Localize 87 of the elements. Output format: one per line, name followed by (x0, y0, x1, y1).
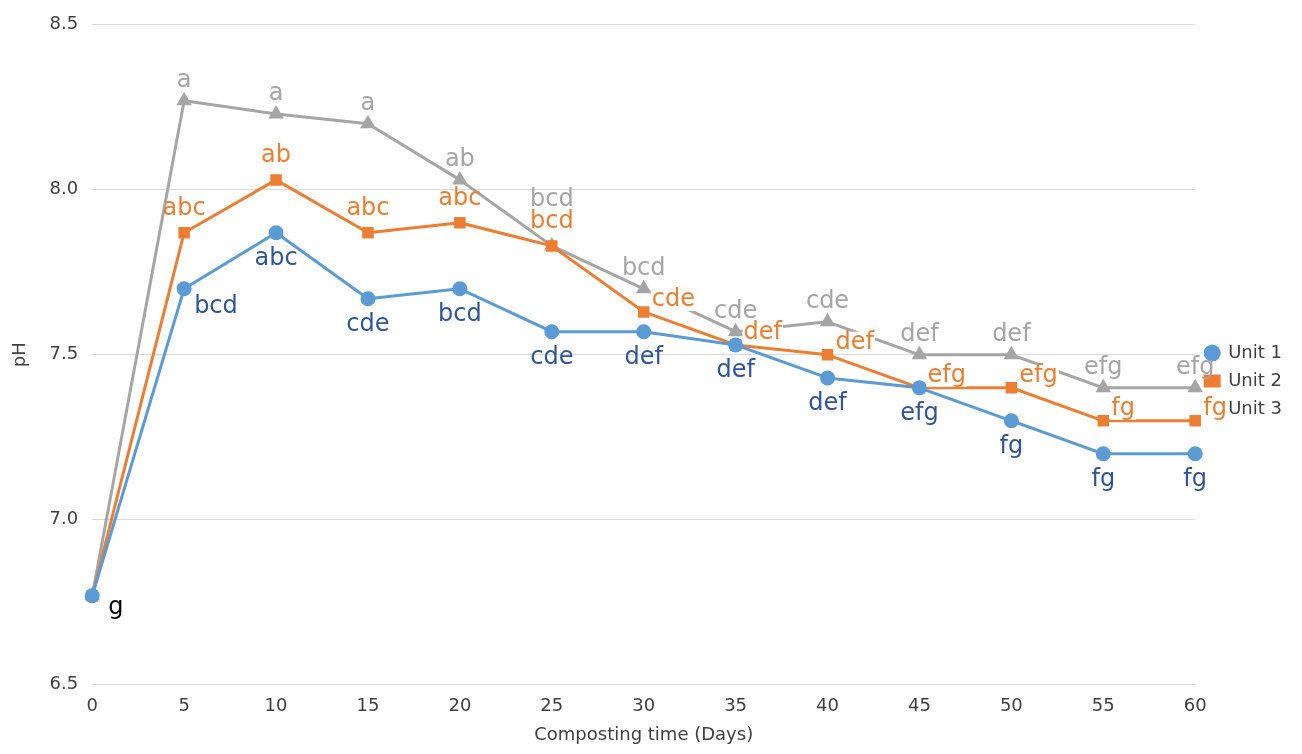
x-tick-label: 5 (178, 694, 190, 716)
series-label: Unit 3 (1228, 396, 1283, 418)
legend-label: Unit 1 (1228, 340, 1283, 362)
point (1097, 415, 1110, 427)
point (1003, 413, 1019, 429)
y-tick-label: 6.5 (49, 672, 79, 694)
x-tick-label: 45 (907, 694, 931, 716)
data-label: a (360, 88, 376, 117)
point (454, 217, 466, 229)
point (820, 370, 836, 386)
data-label: bcd (438, 299, 482, 328)
y-axis-title: pH (8, 342, 30, 368)
point (637, 306, 650, 318)
data-label: def (835, 327, 875, 356)
data-label: efg (1019, 360, 1058, 389)
data-label: def (992, 319, 1032, 348)
point (1096, 380, 1110, 393)
data-label: fg (1091, 464, 1116, 493)
y-tick-label: 7.0 (49, 507, 79, 529)
data-label: efg (1175, 352, 1215, 381)
point (452, 281, 468, 297)
point (1004, 347, 1019, 360)
data-label: bcd (621, 253, 666, 282)
data-label: fg (1111, 393, 1135, 422)
data-label: abc (254, 242, 298, 271)
y-tick-label: 8.0 (49, 177, 79, 199)
x-tick-label: 30 (632, 694, 656, 716)
point (453, 172, 467, 185)
point (912, 347, 927, 360)
x-tick-label: 25 (540, 694, 564, 716)
data-label: abc (438, 183, 482, 212)
x-tick-label: 55 (1091, 694, 1115, 716)
x-tick-label: 10 (264, 694, 288, 716)
point (270, 174, 282, 186)
data-label: bcd (194, 291, 238, 320)
data-label: cde (530, 341, 574, 370)
x-tick-label: 0 (86, 694, 98, 716)
data-label: a (176, 64, 192, 93)
point (546, 240, 558, 252)
point (1187, 446, 1203, 462)
data-label: def (900, 319, 940, 348)
data-label: efg (900, 398, 939, 427)
point (636, 324, 652, 340)
point (176, 281, 192, 297)
x-tick-label: 50 (999, 694, 1023, 716)
point (360, 291, 376, 307)
y-tick-label: 8.5 (49, 12, 79, 34)
point (269, 106, 283, 119)
data-label: def (624, 341, 664, 370)
x-tick-label: 60 (1183, 694, 1207, 716)
y-tick-label: 7.5 (49, 342, 79, 364)
point (820, 314, 835, 327)
point (268, 225, 284, 241)
data-label: cde (346, 308, 390, 337)
point (821, 349, 834, 361)
point (1189, 415, 1201, 427)
x-tick-label: 40 (816, 694, 839, 716)
data-label: ab (444, 144, 475, 173)
data-label: cde (651, 284, 695, 313)
point (544, 324, 560, 340)
x-tick-label: 15 (356, 694, 380, 716)
point (637, 281, 651, 294)
x-axis-title: Composting time (Days) (534, 722, 754, 744)
data-label: abc (162, 192, 206, 221)
legend-label: Unit 2 (1228, 368, 1283, 390)
data-label: efg (1084, 352, 1123, 381)
point (178, 226, 190, 239)
data-label: cde (805, 286, 850, 315)
data-label: def (808, 388, 848, 417)
data-label: g (108, 591, 124, 620)
data-label: abc (346, 192, 390, 221)
point (1095, 446, 1111, 462)
x-tick-label: 35 (724, 694, 748, 716)
x-tick-label: 20 (448, 694, 472, 716)
point (1005, 382, 1018, 394)
data-label: fg (999, 431, 1024, 460)
data-label: a (268, 78, 284, 107)
data-label: def (716, 355, 756, 384)
point (728, 324, 743, 337)
point (177, 93, 191, 106)
point (362, 226, 374, 239)
data-label: fg (1203, 393, 1227, 422)
point (361, 116, 375, 129)
data-label: fg (1183, 464, 1208, 493)
point (1188, 380, 1202, 393)
data-label: efg (927, 360, 966, 389)
data-label: ab (261, 140, 292, 169)
